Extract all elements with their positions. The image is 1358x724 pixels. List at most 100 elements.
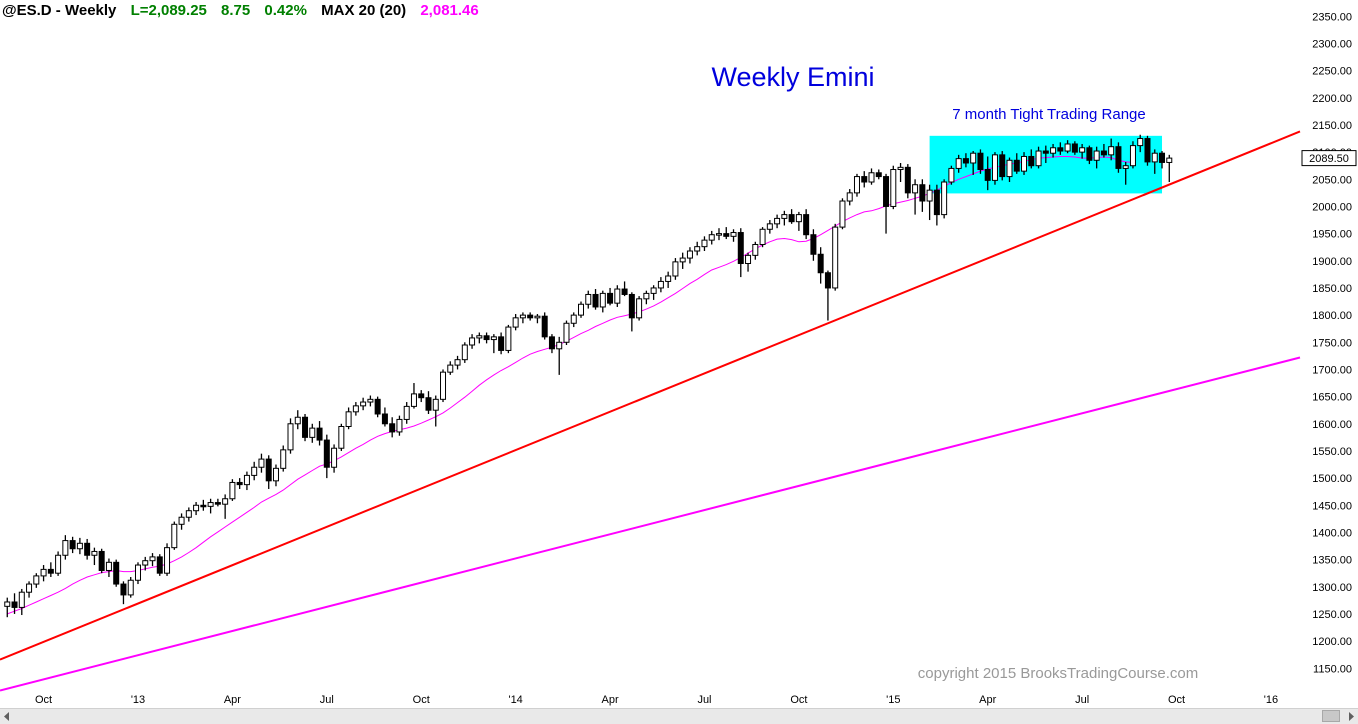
candle bbox=[360, 397, 367, 411]
candle bbox=[745, 252, 752, 272]
candle bbox=[40, 565, 47, 582]
candle-body-down bbox=[156, 556, 163, 574]
candle-body-down bbox=[883, 176, 890, 207]
candle bbox=[185, 507, 192, 522]
price-chart[interactable]: 1150.00 1200.00 1250.00 1300.00 1350.00 1400.… bbox=[0, 0, 1358, 708]
candle bbox=[149, 553, 156, 567]
candle bbox=[730, 229, 737, 242]
candle-body-up bbox=[331, 447, 338, 468]
candle bbox=[534, 314, 541, 324]
candle bbox=[832, 223, 839, 291]
candle-body-down bbox=[1100, 150, 1107, 156]
y-tick-label: 2150.00 bbox=[1312, 120, 1352, 132]
candle-body-up bbox=[708, 234, 715, 241]
candle-body-up bbox=[367, 398, 374, 403]
candle-body-up bbox=[686, 250, 693, 259]
candle bbox=[120, 581, 127, 605]
candle bbox=[759, 227, 766, 248]
candle-body-up bbox=[127, 579, 134, 596]
candle bbox=[352, 402, 359, 416]
candle-body-down bbox=[265, 458, 272, 482]
candle bbox=[1071, 141, 1078, 155]
candle-body-down bbox=[1057, 147, 1064, 152]
candle-body-down bbox=[628, 293, 635, 319]
candle-body-up bbox=[585, 293, 592, 305]
candle bbox=[766, 220, 773, 234]
candle-body-down bbox=[69, 540, 76, 550]
candle-body-down bbox=[592, 293, 599, 308]
candle bbox=[1064, 140, 1071, 154]
candle-body-up bbox=[76, 542, 83, 550]
candle bbox=[578, 301, 585, 318]
y-tick-label: 1400.00 bbox=[1312, 527, 1352, 539]
y-tick-label: 1500.00 bbox=[1312, 473, 1352, 485]
candle bbox=[788, 209, 795, 224]
candle-body-down bbox=[933, 189, 940, 216]
candle bbox=[62, 535, 69, 560]
candle-body-up bbox=[948, 167, 955, 183]
candle bbox=[614, 285, 621, 307]
candle bbox=[403, 402, 410, 424]
candle-body-up bbox=[766, 223, 773, 230]
candle bbox=[331, 444, 338, 473]
candle-body-up bbox=[897, 166, 904, 171]
candle-body-down bbox=[984, 169, 991, 181]
candle bbox=[294, 410, 301, 430]
candle bbox=[984, 156, 991, 191]
magenta-trend-line bbox=[0, 356, 1301, 692]
candle bbox=[1093, 146, 1100, 169]
x-tick-label: Apr bbox=[224, 694, 241, 706]
candle bbox=[541, 312, 548, 340]
candle-body-up bbox=[599, 292, 606, 308]
price-change: 8.75 bbox=[221, 2, 251, 19]
candle bbox=[287, 418, 294, 454]
y-tick-label: 1150.00 bbox=[1313, 663, 1352, 675]
candle-body-up bbox=[795, 214, 802, 223]
candle-body-up bbox=[781, 214, 788, 219]
candle-body-up bbox=[941, 181, 948, 216]
candle-body-down bbox=[723, 233, 730, 237]
candle-body-up bbox=[258, 458, 265, 468]
candle bbox=[665, 271, 672, 288]
candle bbox=[621, 281, 628, 297]
candle bbox=[694, 241, 701, 256]
x-tick-label: Apr bbox=[979, 694, 996, 706]
candle bbox=[897, 162, 904, 183]
scroll-right-icon[interactable] bbox=[1346, 711, 1356, 722]
candle bbox=[476, 332, 483, 344]
candle bbox=[338, 423, 345, 451]
candle bbox=[846, 189, 853, 206]
candle-body-up bbox=[1151, 152, 1158, 163]
y-tick-label: 2200.00 bbox=[1312, 93, 1352, 105]
scroll-left-icon[interactable] bbox=[2, 711, 12, 722]
candle bbox=[171, 521, 178, 550]
candle-body-up bbox=[454, 359, 461, 366]
candle bbox=[548, 334, 555, 354]
candle bbox=[817, 247, 824, 284]
candle bbox=[178, 513, 185, 530]
candle bbox=[4, 597, 11, 618]
y-tick-label: 1350.00 bbox=[1312, 555, 1352, 567]
candle-body-up bbox=[229, 481, 236, 500]
candle bbox=[1122, 161, 1129, 185]
candle-body-down bbox=[621, 288, 628, 295]
candle bbox=[941, 179, 948, 219]
candle-body-up bbox=[991, 154, 998, 181]
candle-body-up bbox=[18, 591, 25, 608]
candle bbox=[991, 152, 998, 185]
candle bbox=[781, 210, 788, 226]
last-price-marker-label: 2089.50 bbox=[1309, 153, 1349, 165]
candle bbox=[628, 292, 635, 332]
candle-body-down bbox=[737, 232, 744, 265]
candle-body-up bbox=[512, 317, 519, 328]
scrollbar-thumb[interactable] bbox=[1322, 710, 1340, 722]
candle bbox=[512, 314, 519, 331]
chart-title: Weekly Emini bbox=[711, 62, 874, 92]
y-tick-label: 1550.00 bbox=[1312, 446, 1352, 458]
candle-body-up bbox=[519, 314, 526, 319]
horizontal-scrollbar[interactable] bbox=[0, 708, 1358, 724]
candle bbox=[302, 414, 309, 442]
candle-body-up bbox=[614, 288, 621, 304]
candle-body-up bbox=[1122, 165, 1129, 169]
candle-body-up bbox=[926, 189, 933, 202]
